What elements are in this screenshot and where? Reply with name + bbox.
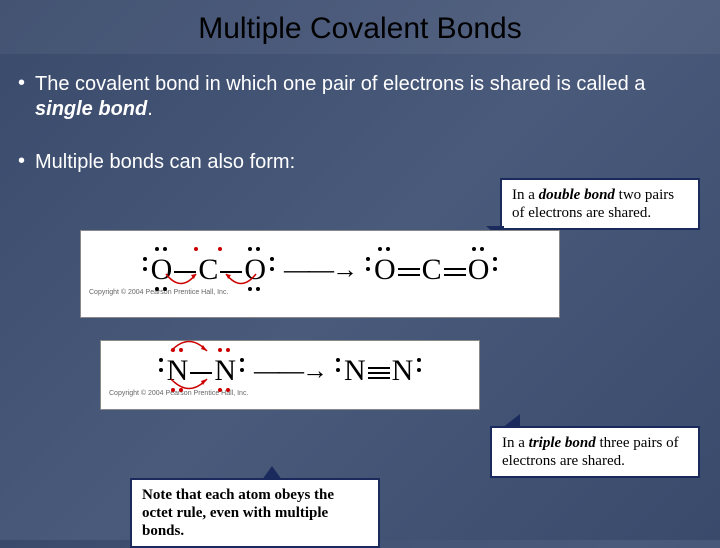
callout-octet-text: Note that each atom obeys the octet rule… bbox=[142, 487, 334, 539]
bullet-2-text: Multiple bonds can also form: bbox=[35, 150, 295, 175]
curved-arrow-icon bbox=[161, 271, 201, 293]
copyright-text: Copyright © 2004 Pearson Prentice Hall, … bbox=[89, 289, 228, 296]
callout-double-term: double bond bbox=[539, 187, 615, 203]
reaction-arrow-icon: ——→ bbox=[284, 255, 356, 285]
diagram-co2: O C O ——→ O C bbox=[80, 230, 560, 318]
callout-triple-bond: In a triple bond three pairs of electron… bbox=[490, 426, 700, 478]
bullet-1-text: The covalent bond in which one pair of e… bbox=[35, 72, 675, 122]
bullet-1-term: single bond bbox=[35, 98, 147, 120]
curved-arrow-icon bbox=[165, 376, 213, 394]
bullet-1-pre: The covalent bond in which one pair of e… bbox=[35, 73, 645, 95]
slide-title: Multiple Covalent Bonds bbox=[0, 0, 720, 54]
curved-arrow-icon bbox=[165, 336, 213, 354]
callout-double-pre: In a bbox=[512, 187, 539, 203]
curved-arrow-icon bbox=[221, 271, 261, 293]
bullet-1-post: . bbox=[147, 98, 153, 120]
callout-triple-pre: In a bbox=[502, 435, 529, 451]
n2-reaction: N N ——→ N N bbox=[167, 354, 414, 388]
bullet-mark: • bbox=[18, 72, 25, 95]
co2-reaction: O C O ——→ O C bbox=[151, 253, 490, 287]
bullet-2: • Multiple bonds can also form: bbox=[0, 150, 720, 175]
bullet-mark: • bbox=[18, 150, 25, 173]
callout-octet-rule: Note that each atom obeys the octet rule… bbox=[130, 478, 380, 548]
callout-triple-term: triple bond bbox=[529, 435, 596, 451]
diagram-n2: N N ——→ N N Copyright © 20 bbox=[100, 340, 480, 410]
bullet-1: • The covalent bond in which one pair of… bbox=[0, 72, 720, 122]
callout-double-bond: In a double bond two pairs of electrons … bbox=[500, 178, 700, 230]
reaction-arrow-icon: ——→ bbox=[254, 356, 326, 386]
